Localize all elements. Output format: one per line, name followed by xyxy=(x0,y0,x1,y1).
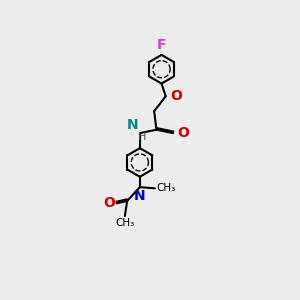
Text: H: H xyxy=(138,132,146,142)
Text: CH₃: CH₃ xyxy=(156,183,175,193)
Text: O: O xyxy=(170,89,182,103)
Text: CH₃: CH₃ xyxy=(115,218,134,228)
Text: F: F xyxy=(157,38,166,52)
Text: N: N xyxy=(134,189,146,203)
Text: O: O xyxy=(177,126,189,140)
Text: N: N xyxy=(126,118,138,132)
Text: O: O xyxy=(103,196,115,210)
